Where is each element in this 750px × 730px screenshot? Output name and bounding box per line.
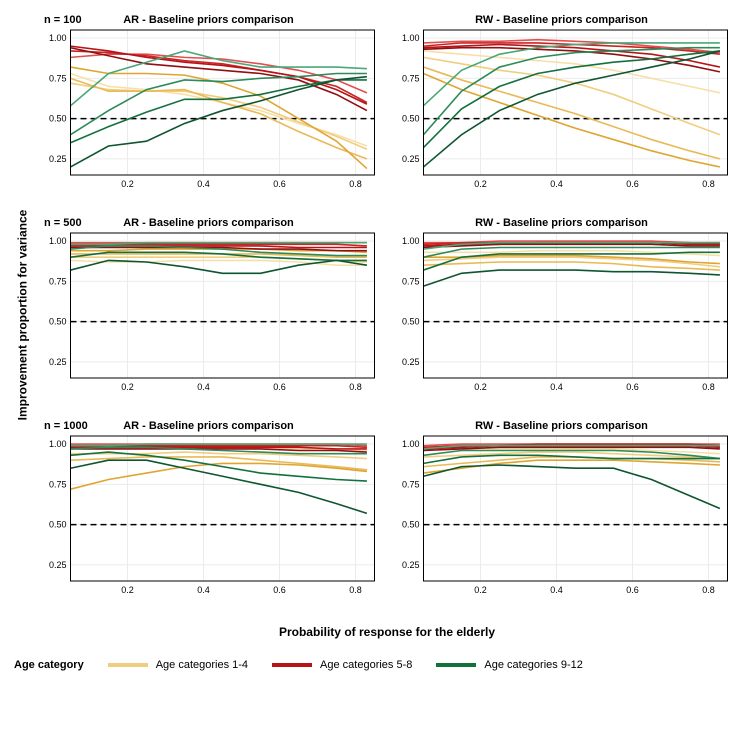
panel-title: AR - Baseline priors comparisonn = 100 xyxy=(38,14,379,26)
svg-text:0.4: 0.4 xyxy=(197,382,210,392)
svg-text:0.75: 0.75 xyxy=(402,276,420,286)
svg-text:0.25: 0.25 xyxy=(49,154,67,164)
svg-text:1.00: 1.00 xyxy=(402,439,420,449)
panel-rw-n1000: RW - Baseline priors comparison0.250.500… xyxy=(387,416,740,619)
svg-text:0.50: 0.50 xyxy=(49,114,67,124)
svg-text:0.25: 0.25 xyxy=(402,560,420,570)
svg-text:1.00: 1.00 xyxy=(402,33,420,43)
svg-text:1.00: 1.00 xyxy=(402,236,420,246)
svg-text:0.6: 0.6 xyxy=(273,179,286,189)
svg-text:0.75: 0.75 xyxy=(402,479,420,489)
legend-swatch-0 xyxy=(108,663,148,667)
svg-text:0.6: 0.6 xyxy=(626,585,639,595)
panel-ar-n100: AR - Baseline priors comparisonn = 100 0.… xyxy=(34,10,387,213)
panel-ar-n1000: AR - Baseline priors comparisonn = 1000 0… xyxy=(34,416,387,619)
svg-text:0.4: 0.4 xyxy=(550,585,563,595)
legend-item-0: Age categories 1-4 xyxy=(108,659,248,671)
svg-text:0.2: 0.2 xyxy=(121,585,134,595)
svg-text:0.25: 0.25 xyxy=(49,560,67,570)
panel-title: AR - Baseline priors comparisonn = 500 xyxy=(38,217,379,229)
svg-text:0.2: 0.2 xyxy=(121,382,134,392)
panel-ar-n500: AR - Baseline priors comparisonn = 500 0.… xyxy=(34,213,387,416)
legend-swatch-1 xyxy=(272,663,312,667)
panel-svg: 0.25 0.50 0.75 1.00 0.2 0.4 0.6 0.8 xyxy=(391,434,732,599)
panel-svg: 0.25 0.50 0.75 1.00 0.2 0.4 0.6 0.8 xyxy=(38,28,379,193)
y-axis-label: Improvement proportion for variance xyxy=(15,209,29,420)
svg-text:0.75: 0.75 xyxy=(49,276,67,286)
legend-item-2: Age categories 9-12 xyxy=(436,659,582,671)
svg-text:0.6: 0.6 xyxy=(273,382,286,392)
svg-text:0.4: 0.4 xyxy=(197,585,210,595)
svg-text:1.00: 1.00 xyxy=(49,439,67,449)
svg-text:0.4: 0.4 xyxy=(197,179,210,189)
legend-title: Age category xyxy=(14,659,84,671)
panel-svg: 0.25 0.50 0.75 1.00 0.2 0.4 0.6 0.8 xyxy=(391,231,732,396)
legend: Age category Age categories 1-4 Age cate… xyxy=(10,651,740,675)
svg-text:0.8: 0.8 xyxy=(702,382,715,392)
legend-label-2: Age categories 9-12 xyxy=(484,659,582,671)
panel-title: RW - Baseline priors comparison xyxy=(391,420,732,432)
svg-text:0.8: 0.8 xyxy=(702,179,715,189)
n-label: n = 500 xyxy=(44,217,82,229)
svg-text:0.50: 0.50 xyxy=(49,520,67,530)
svg-text:0.8: 0.8 xyxy=(702,585,715,595)
svg-text:0.25: 0.25 xyxy=(402,154,420,164)
svg-text:0.6: 0.6 xyxy=(626,382,639,392)
svg-text:0.6: 0.6 xyxy=(273,585,286,595)
panel-svg: 0.25 0.50 0.75 1.00 0.2 0.4 0.6 0.8 xyxy=(38,231,379,396)
panel-rw-n500: RW - Baseline priors comparison0.250.500… xyxy=(387,213,740,416)
svg-text:0.8: 0.8 xyxy=(349,179,362,189)
svg-text:0.75: 0.75 xyxy=(49,73,67,83)
legend-label-1: Age categories 5-8 xyxy=(320,659,412,671)
svg-text:1.00: 1.00 xyxy=(49,236,67,246)
facet-grid: Improvement proportion for variance AR -… xyxy=(10,10,740,675)
svg-text:1.00: 1.00 xyxy=(49,33,67,43)
svg-text:0.25: 0.25 xyxy=(402,357,420,367)
svg-text:0.4: 0.4 xyxy=(550,382,563,392)
y-axis-label-cell: Improvement proportion for variance xyxy=(10,10,34,619)
svg-text:0.50: 0.50 xyxy=(402,317,420,327)
svg-text:0.75: 0.75 xyxy=(402,73,420,83)
panel-rw-n100: RW - Baseline priors comparison0.250.500… xyxy=(387,10,740,213)
panel-svg: 0.25 0.50 0.75 1.00 0.2 0.4 0.6 0.8 xyxy=(38,434,379,599)
panel-title: RW - Baseline priors comparison xyxy=(391,217,732,229)
svg-text:0.2: 0.2 xyxy=(474,179,487,189)
legend-swatch-2 xyxy=(436,663,476,667)
svg-text:0.25: 0.25 xyxy=(49,357,67,367)
svg-text:0.8: 0.8 xyxy=(349,585,362,595)
legend-item-1: Age categories 5-8 xyxy=(272,659,412,671)
svg-text:0.75: 0.75 xyxy=(49,479,67,489)
svg-text:0.4: 0.4 xyxy=(550,179,563,189)
svg-text:0.50: 0.50 xyxy=(402,520,420,530)
legend-label-0: Age categories 1-4 xyxy=(156,659,248,671)
panel-title: AR - Baseline priors comparisonn = 1000 xyxy=(38,420,379,432)
svg-text:0.50: 0.50 xyxy=(402,114,420,124)
n-label: n = 1000 xyxy=(44,420,88,432)
svg-text:0.6: 0.6 xyxy=(626,179,639,189)
svg-text:0.8: 0.8 xyxy=(349,382,362,392)
svg-text:0.50: 0.50 xyxy=(49,317,67,327)
svg-text:0.2: 0.2 xyxy=(121,179,134,189)
svg-text:0.2: 0.2 xyxy=(474,382,487,392)
svg-text:0.2: 0.2 xyxy=(474,585,487,595)
x-axis-label: Probability of response for the elderly xyxy=(34,619,740,651)
panel-svg: 0.25 0.50 0.75 1.00 0.2 0.4 0.6 0.8 xyxy=(391,28,732,193)
n-label: n = 100 xyxy=(44,14,82,26)
panel-title: RW - Baseline priors comparison xyxy=(391,14,732,26)
